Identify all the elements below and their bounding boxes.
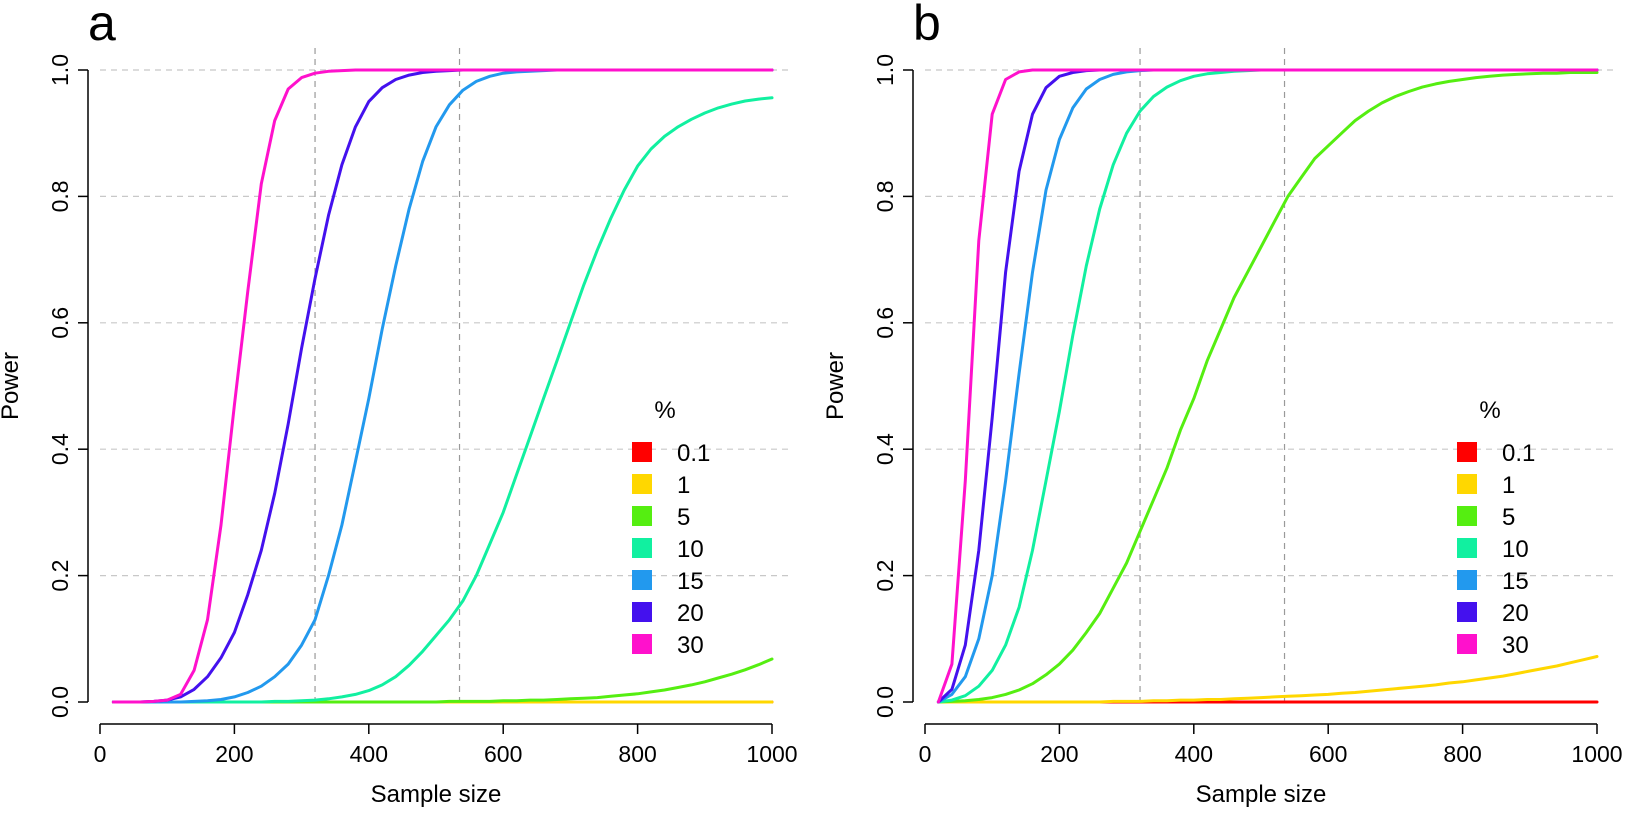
y-axis-label: Power	[825, 352, 849, 420]
legend-label: 20	[677, 600, 704, 627]
legend-label: 30	[677, 632, 704, 659]
series-line-5	[111, 657, 774, 704]
legend-label: 10	[1502, 536, 1529, 563]
legend-title: %	[654, 397, 675, 424]
series-line-30	[936, 68, 1599, 704]
series-line-20	[936, 68, 1599, 704]
legend-swatch	[632, 442, 652, 462]
x-tick-label: 1000	[746, 741, 797, 767]
y-tick-label: 0.8	[47, 180, 73, 212]
y-tick-label: 0.2	[47, 560, 73, 592]
x-tick-label: 800	[1443, 741, 1481, 767]
legend-swatch	[1457, 506, 1477, 526]
y-tick-label: 0.8	[872, 180, 898, 212]
legend-swatch	[1457, 602, 1477, 622]
legend-label: 10	[677, 536, 704, 563]
x-axis-label: Sample size	[371, 781, 502, 808]
legend-swatch	[1457, 634, 1477, 654]
legend-swatch	[632, 474, 652, 494]
y-axis-label: Power	[0, 352, 24, 420]
series-line-15	[111, 68, 774, 704]
y-tick-label: 0.0	[47, 686, 73, 718]
legend-label: 5	[677, 504, 690, 531]
series-line-10	[111, 96, 774, 704]
legend-label: 0.1	[677, 440, 710, 467]
series-line-30	[111, 68, 774, 704]
chart-panel-b: 0 200 400 600 800 1000 Sample size 0.0 0.2 0.4 0.6…	[825, 0, 1645, 817]
y-tick-label: 1.0	[47, 54, 73, 86]
series-line-5	[936, 71, 1599, 704]
legend-swatch	[1457, 474, 1477, 494]
legend-swatch	[632, 506, 652, 526]
x-tick-label: 600	[1309, 741, 1347, 767]
legend-label: 0.1	[1502, 440, 1535, 467]
legend-label: 15	[1502, 568, 1529, 595]
x-tick-label: 200	[1040, 741, 1078, 767]
y-tick-label: 0.2	[872, 560, 898, 592]
x-tick-label: 400	[350, 741, 388, 767]
power-chart-b: 0 200 400 600 800 1000 Sample size 0.0 0.2 0.4 0.6…	[825, 0, 1623, 808]
legend-title: %	[1479, 397, 1500, 424]
legend-label: 15	[677, 568, 704, 595]
legend-label: 20	[1502, 600, 1529, 627]
legend-swatch	[632, 602, 652, 622]
x-tick-label: 800	[618, 741, 656, 767]
x-tick-label: 400	[1175, 741, 1213, 767]
panel-label: b	[913, 0, 941, 51]
y-tick-label: 0.4	[47, 433, 73, 465]
chart-panel-a: 0 200 400 600 800 1000 Sample size 0.0 0.2 0.4 0.6…	[0, 0, 820, 817]
x-tick-label: 200	[215, 741, 253, 767]
power-chart-a: 0 200 400 600 800 1000 Sample size 0.0 0.2 0.4 0.6…	[0, 0, 798, 808]
x-tick-label: 0	[919, 741, 932, 767]
series-line-20	[111, 68, 774, 704]
legend-swatch	[632, 538, 652, 558]
x-axis-label: Sample size	[1196, 781, 1327, 808]
legend-label: 1	[677, 472, 690, 499]
y-tick-label: 0.6	[47, 307, 73, 339]
series-line-10	[936, 68, 1599, 704]
series-line-15	[936, 68, 1599, 704]
y-tick-label: 0.6	[872, 307, 898, 339]
legend-swatch	[1457, 570, 1477, 590]
y-tick-label: 1.0	[872, 54, 898, 86]
legend-swatch	[632, 570, 652, 590]
x-tick-label: 0	[94, 741, 107, 767]
y-tick-label: 0.4	[872, 433, 898, 465]
legend-swatch	[1457, 442, 1477, 462]
panel-label: a	[88, 0, 116, 51]
y-tick-label: 0.0	[872, 686, 898, 718]
x-tick-label: 1000	[1571, 741, 1622, 767]
legend-label: 30	[1502, 632, 1529, 659]
series-line-1	[936, 655, 1599, 704]
legend-swatch	[1457, 538, 1477, 558]
legend-swatch	[632, 634, 652, 654]
x-tick-label: 600	[484, 741, 522, 767]
legend-label: 5	[1502, 504, 1515, 531]
legend-label: 1	[1502, 472, 1515, 499]
